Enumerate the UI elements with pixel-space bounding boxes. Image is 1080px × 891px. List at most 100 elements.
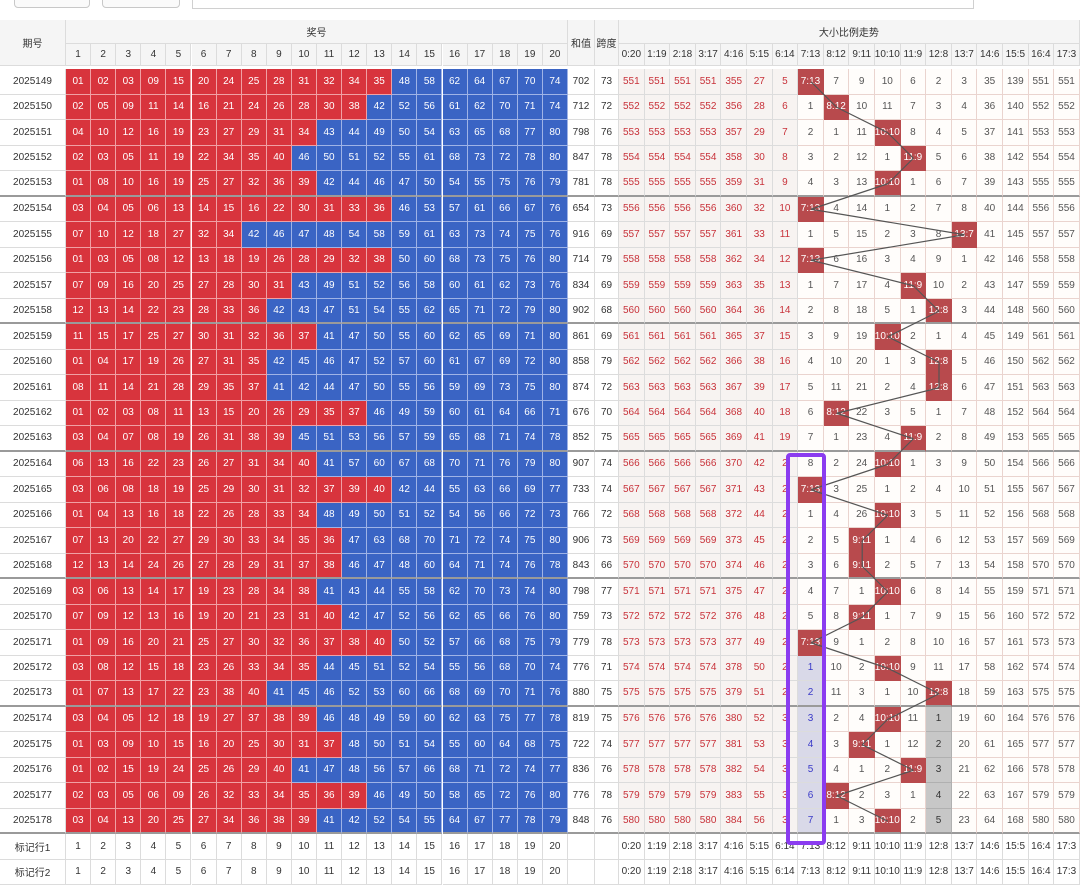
trend-cell: 1 [798, 655, 824, 681]
number-ball: 44 [367, 579, 393, 605]
number-ball: 76 [517, 553, 543, 579]
trend-cell: 572 [1054, 604, 1080, 630]
ratio-column-header: 16:4 [1028, 44, 1055, 66]
period-cell: 2025159 [0, 324, 66, 350]
number-ball: 73 [517, 273, 543, 299]
trend-cell: 578 [644, 757, 671, 783]
trend-cell: 57 [977, 630, 1003, 656]
period-cell: 2025178 [0, 808, 66, 834]
number-ball: 58 [442, 783, 468, 809]
number-ball: 31 [291, 732, 317, 758]
sum-cell: 916 [568, 222, 595, 248]
number-ball: 41 [317, 324, 343, 350]
number-ball: 68 [492, 655, 518, 681]
footer-ratio: 10:10 [875, 859, 901, 885]
number-ball: 38 [266, 808, 292, 834]
number-ball: 31 [266, 120, 292, 146]
trend-cell: 3 [823, 171, 850, 197]
period-cell: 2025157 [0, 273, 66, 299]
period-cell: 2025174 [0, 706, 66, 732]
trend-cell: 578 [670, 757, 696, 783]
trend-cell: 54 [747, 757, 773, 783]
trend-cell: 9 [926, 247, 952, 273]
trend-cell: 366 [721, 349, 747, 375]
number-ball: 33 [241, 528, 267, 554]
trend-cell: 3 [900, 502, 927, 528]
period-cell: 2025156 [0, 247, 66, 273]
number-ball: 76 [517, 783, 543, 809]
sum-cell: 836 [568, 757, 595, 783]
footer-number: 14 [392, 859, 418, 885]
trend-cell: 5 [823, 222, 850, 248]
number-ball: 12 [66, 553, 92, 579]
trend-cell: 373 [721, 528, 747, 554]
number-ball: 32 [241, 171, 267, 197]
toolbar-button-right[interactable] [102, 0, 180, 8]
trend-cell: 578 [1028, 757, 1055, 783]
number-ball: 79 [517, 451, 543, 477]
trend-cell: 5 [926, 145, 952, 171]
number-ball: 01 [66, 732, 92, 758]
number-ball: 71 [467, 451, 493, 477]
footer-number: 15 [417, 859, 443, 885]
trend-cell: 49 [977, 426, 1003, 452]
trend-cell: 552 [1028, 94, 1055, 120]
trend-cell: 18 [849, 298, 875, 324]
toolbar-button-left[interactable] [14, 0, 90, 8]
number-ball: 50 [367, 324, 393, 350]
number-ball: 19 [166, 120, 192, 146]
trend-cell: 24 [849, 451, 875, 477]
footer-ratio: 14:6 [977, 834, 1003, 860]
number-ball: 10 [91, 120, 117, 146]
footer-number: 10 [291, 859, 317, 885]
number-ball: 47 [367, 604, 393, 630]
number-ball: 69 [492, 324, 518, 350]
trend-cell: 360 [721, 196, 747, 222]
number-ball: 63 [442, 222, 468, 248]
trend-cell: 4 [926, 783, 952, 809]
number-ball: 09 [116, 732, 142, 758]
trend-cell: 578 [1054, 757, 1080, 783]
number-ball: 68 [442, 247, 468, 273]
sum-cell: 880 [568, 681, 595, 707]
trend-cell: 168 [1003, 808, 1029, 834]
footer-ratio: 16:4 [1028, 859, 1055, 885]
trend-cell: 565 [619, 426, 645, 452]
trend-cell: 2 [798, 298, 824, 324]
trend-cell: 16 [772, 349, 799, 375]
trend-cell: 558 [670, 247, 696, 273]
number-ball: 80 [542, 604, 568, 630]
trend-cell: 7 [798, 808, 824, 834]
number-ball: 22 [191, 145, 217, 171]
trend-cell: 16 [849, 247, 875, 273]
number-ball: 50 [392, 247, 418, 273]
number-ball: 17 [141, 681, 167, 707]
number-ball: 43 [291, 298, 317, 324]
trend-cell: 6 [900, 69, 927, 95]
trend-cell: 551 [1054, 69, 1080, 95]
trend-cell: 573 [695, 630, 722, 656]
number-ball: 72 [492, 145, 518, 171]
trend-cell: 567 [619, 477, 645, 503]
trend-cell: 20 [951, 732, 978, 758]
number-ball: 02 [66, 94, 92, 120]
number-ball: 04 [66, 120, 92, 146]
number-ball: 23 [166, 298, 192, 324]
number-ball: 36 [291, 630, 317, 656]
trend-cell: 3 [900, 222, 927, 248]
number-ball: 23 [216, 579, 242, 605]
number-ball: 15 [166, 732, 192, 758]
trend-cell: 11 [849, 120, 875, 146]
number-ball: 61 [442, 94, 468, 120]
number-ball: 30 [291, 196, 317, 222]
number-ball: 11 [91, 375, 117, 401]
trend-cell: 556 [695, 196, 722, 222]
ratio-column-header: 2:18 [670, 44, 696, 66]
number-ball: 15 [166, 69, 192, 95]
trend-cell: 580 [619, 808, 645, 834]
number-ball: 54 [417, 655, 443, 681]
number-ball: 49 [317, 273, 343, 299]
number-ball: 77 [517, 120, 543, 146]
trend-cell: 7 [951, 171, 978, 197]
footer-number: 16 [442, 834, 468, 860]
